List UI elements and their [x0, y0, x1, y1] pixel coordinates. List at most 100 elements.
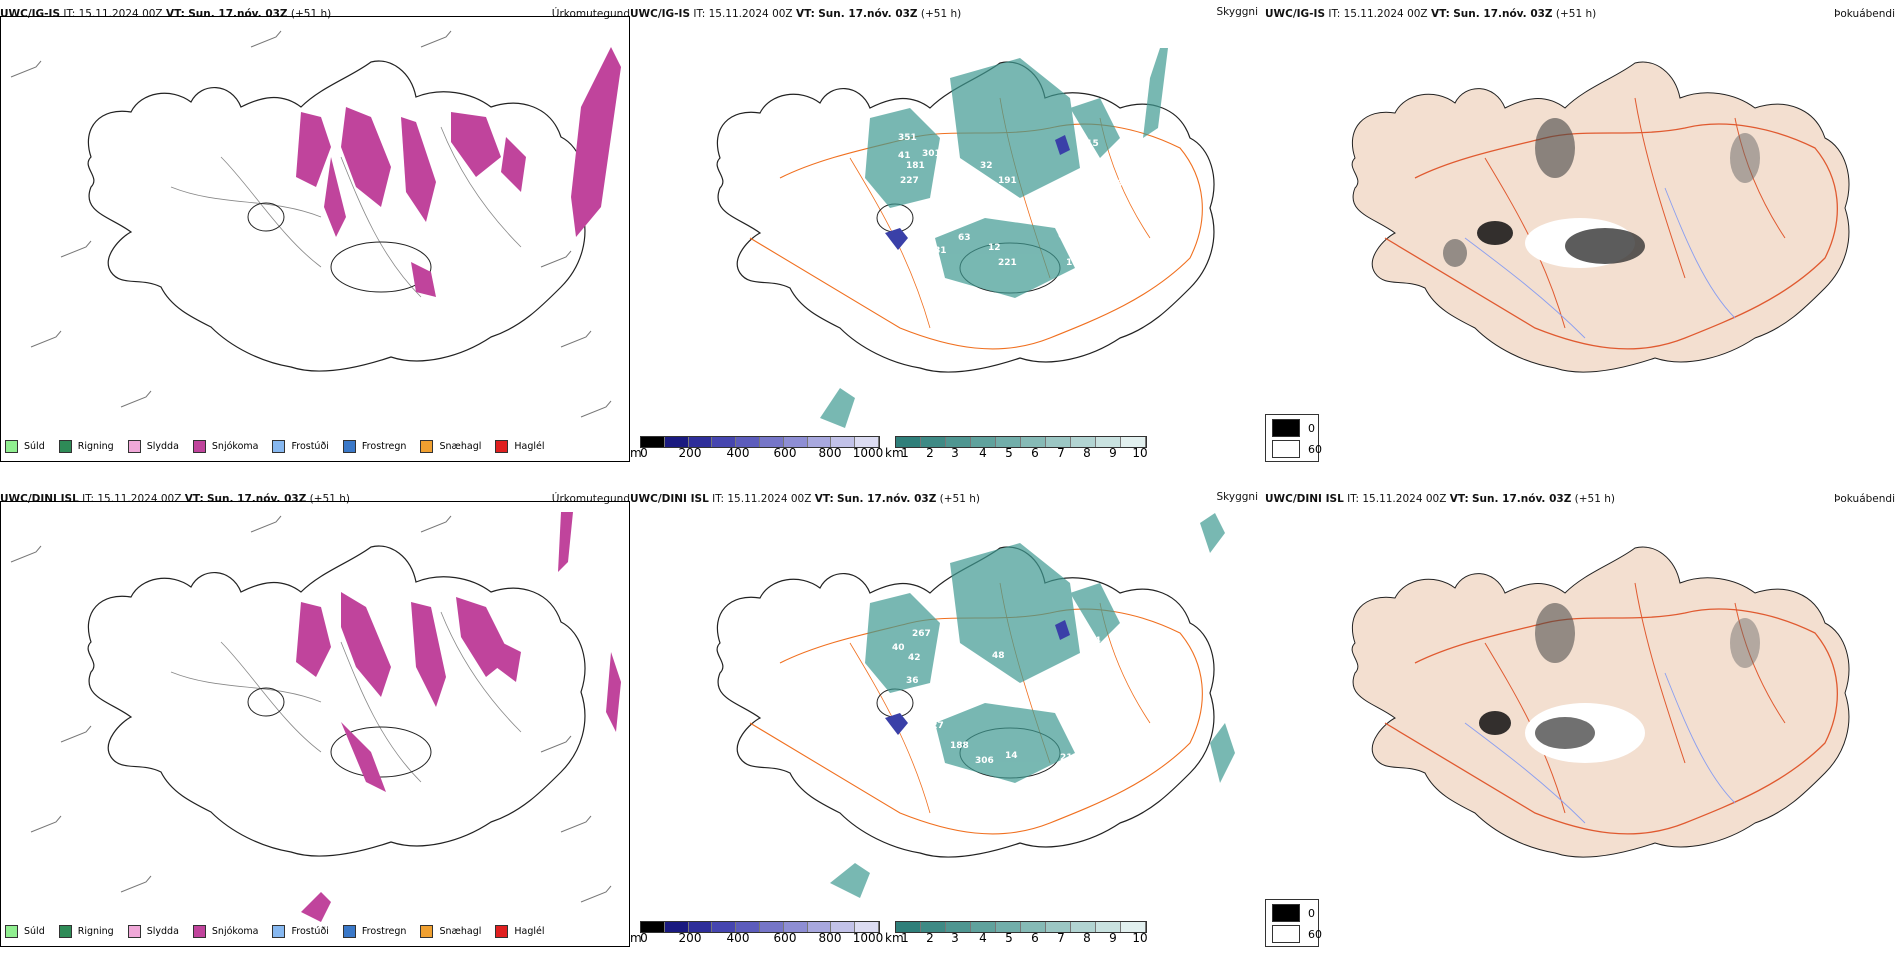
ceiling-label: 531 — [980, 191, 999, 201]
model-name: UWC/DINI ISL — [630, 493, 709, 505]
colorbar-swatch — [946, 437, 971, 447]
panel-header: UWC/DINI ISL IT: 15.11.2024 00Z VT: Sun.… — [1265, 493, 1895, 505]
colorbar-swatch — [831, 437, 856, 447]
low-cloud-areas — [820, 48, 1168, 428]
valid-time: Sun. 17.nóv. 03Z — [1472, 493, 1572, 505]
legend-item: Rigning — [58, 440, 114, 453]
fog-map-svg — [1265, 503, 1895, 923]
ceiling-label: 188 — [950, 741, 969, 751]
valid-time: Sun. 17.nóv. 03Z — [188, 8, 288, 20]
visibility-colorbar-strip — [895, 921, 1147, 933]
colorbar-tick: 1 — [901, 446, 909, 460]
ceiling-label: 71 — [1115, 684, 1128, 694]
colorbar-swatch — [641, 922, 665, 932]
colorbar-swatch — [736, 437, 760, 447]
legend-item: Rigning — [58, 925, 114, 938]
ceiling-label: 202 — [992, 688, 1011, 698]
colorbar-swatch — [971, 922, 996, 932]
fog-areas — [1443, 118, 1760, 268]
colorbar-swatch — [896, 922, 921, 932]
colorbar-swatch — [921, 437, 946, 447]
colorbar-swatch — [996, 922, 1021, 932]
colorbar-swatch — [1021, 922, 1046, 932]
fog-map-svg — [1265, 18, 1895, 438]
panel-header: UWC/IG-IS IT: 15.11.2024 00Z VT: Sun. 17… — [1265, 8, 1895, 20]
ceiling-label: 301 — [922, 149, 941, 159]
colorbar-tick: 10 — [1132, 446, 1148, 460]
colorbar-swatch — [855, 922, 879, 932]
cloud-map: 351 41 301 298 32 181 191 227 531 115 303 161 63 12 81… — [630, 18, 1260, 458]
colorbar-swatch — [971, 437, 996, 447]
ceiling-label: 71 — [1120, 656, 1133, 666]
panel-header: UWC/IG-IS IT: 15.11.2024 00Z VT: Sun. 17… — [630, 6, 1259, 20]
ceiling-label: 41 — [898, 151, 911, 161]
colorbar-tick: 4 — [979, 446, 987, 460]
colorbar-tick: 1000 — [852, 931, 884, 945]
init-time: 15.11.2024 00Z — [1362, 493, 1447, 505]
legend-item: Snjókoma — [192, 440, 258, 453]
ceiling-label: 42 — [908, 653, 921, 663]
ceiling-colorbar: m 0 200 400 600 800 1000 — [630, 436, 883, 476]
colorbar-swatch — [641, 437, 665, 447]
ceiling-label: 48 — [992, 651, 1005, 661]
valid-time: Sun. 17.nóv. 03Z — [1453, 8, 1553, 20]
valid-time: Sun. 17.nóv. 03Z — [207, 493, 307, 505]
colorbar-swatch — [1046, 922, 1071, 932]
fog-map — [1265, 503, 1895, 943]
colorbar-tick: 0 — [640, 931, 648, 945]
visibility-colorbar-strip — [895, 436, 1147, 448]
colorbar-swatch — [1096, 922, 1121, 932]
cloud-panel-row2: UWC/DINI ISL IT: 15.11.2024 00Z VT: Sun.… — [630, 485, 1260, 955]
panel-title: Þokuábendi — [1834, 493, 1895, 505]
legend-item: Haglél — [495, 440, 545, 453]
panel-header: UWC/DINI ISL IT: 15.11.2024 00Z VT: Sun.… — [0, 493, 630, 505]
precip-legend: Súld Rigning Slydda Snjókoma Frostúði Fr… — [5, 440, 545, 453]
panel-title: Skyggni — [1216, 6, 1259, 18]
colorbar-swatch — [831, 922, 856, 932]
fog-panel-row1: UWC/IG-IS IT: 15.11.2024 00Z VT: Sun. 17… — [1265, 0, 1895, 470]
legend-item: Frostúði — [272, 440, 329, 453]
colorbar-tick: 600 — [773, 446, 797, 460]
colorbar-swatch — [896, 437, 921, 447]
ceiling-label: 6 — [1058, 231, 1064, 241]
visibility-unit: km — [885, 446, 904, 460]
ceiling-colorbar-strip — [640, 436, 880, 448]
colorbar-tick: 7 — [1057, 931, 1065, 945]
colorbar-tick: 600 — [773, 931, 797, 945]
colorbar-swatch — [688, 922, 713, 932]
fog-map — [1265, 18, 1895, 458]
precip-legend: Súld Rigning Slydda Snjókoma Frostúði Fr… — [5, 925, 545, 938]
visibility-unit: km — [885, 931, 904, 945]
ceiling-label: 267 — [912, 629, 931, 639]
precip-map-svg — [10, 512, 621, 922]
colorbar-swatch — [759, 437, 784, 447]
colorbar-swatch — [759, 922, 784, 932]
panel-title: Skyggni — [1216, 491, 1259, 503]
legend-item: Slydda — [127, 925, 179, 938]
visibility-colorbar: km 1 2 3 4 5 6 7 8 9 10 — [885, 921, 1153, 961]
legend-item: Frostregn — [342, 925, 406, 938]
init-time: 15.11.2024 00Z — [1343, 8, 1428, 20]
legend-item: Slydda — [127, 440, 179, 453]
colorbar-swatch — [1096, 437, 1121, 447]
colorbar-swatch — [1071, 922, 1096, 932]
colorbar-tick: 8 — [1083, 446, 1091, 460]
panel-title: Úrkomutegund — [551, 493, 630, 505]
ceiling-label: 212 — [1060, 753, 1079, 763]
legend-item: Súld — [5, 440, 45, 453]
panel-title: Úrkomutegund — [551, 8, 630, 20]
colorbar-swatch — [855, 437, 879, 447]
ceiling-label: 319 — [948, 659, 967, 669]
colorbar-tick: 1000 — [852, 446, 884, 460]
wind-barbs — [10, 30, 612, 418]
visibility-colorbar: km 1 2 3 4 5 6 7 8 9 10 — [885, 436, 1153, 476]
low-ceiling-areas — [885, 620, 1070, 735]
init-time: 15.11.2024 00Z — [708, 8, 793, 20]
ceiling-label: 161 — [1110, 179, 1129, 189]
lead-time: (+51 h) — [1574, 493, 1616, 505]
legend-item: Súld — [5, 925, 45, 938]
panel-title: Þokuábendi — [1834, 8, 1895, 20]
precip-panel-row2: UWC/DINI ISL IT: 15.11.2024 00Z VT: Sun.… — [0, 485, 630, 955]
ceiling-label: 18 — [1066, 258, 1079, 268]
